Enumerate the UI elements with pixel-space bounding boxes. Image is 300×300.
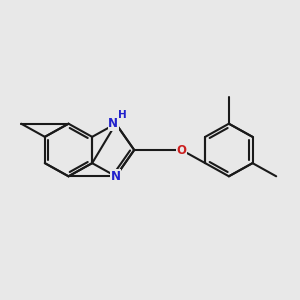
- Text: N: N: [111, 170, 121, 183]
- Text: N: N: [108, 117, 118, 130]
- Text: O: O: [176, 143, 187, 157]
- Text: H: H: [118, 110, 127, 119]
